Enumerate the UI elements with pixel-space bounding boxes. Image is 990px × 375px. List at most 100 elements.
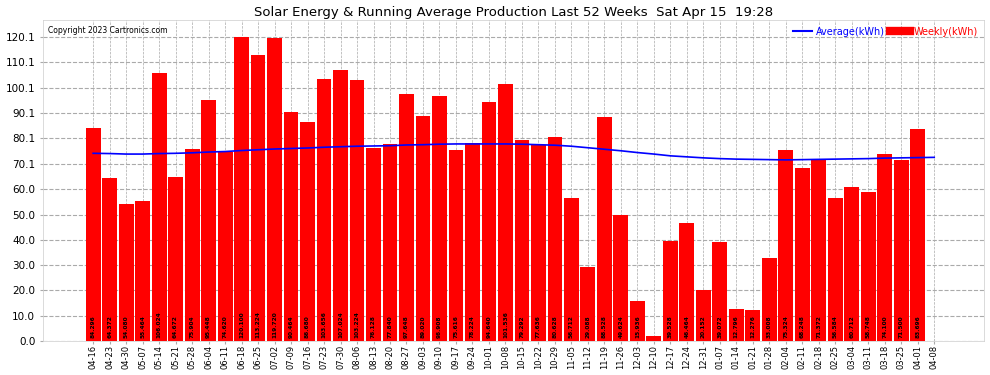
Bar <box>481 102 496 341</box>
Bar <box>349 80 364 341</box>
Bar <box>498 84 513 341</box>
Text: 103.224: 103.224 <box>354 312 359 339</box>
Bar <box>762 258 777 341</box>
Bar <box>696 290 711 341</box>
Text: 68.248: 68.248 <box>800 316 805 339</box>
Text: 71.372: 71.372 <box>817 316 822 339</box>
Text: 94.640: 94.640 <box>486 316 491 339</box>
Bar <box>547 137 562 341</box>
Bar <box>218 152 233 341</box>
Bar <box>151 73 166 341</box>
Bar <box>168 177 183 341</box>
Bar <box>432 96 446 341</box>
Text: 95.448: 95.448 <box>206 316 211 339</box>
Bar <box>102 178 117 341</box>
Text: 20.152: 20.152 <box>701 316 706 339</box>
Bar <box>317 79 332 341</box>
Text: 64.372: 64.372 <box>107 316 112 339</box>
Text: 55.464: 55.464 <box>141 316 146 339</box>
Text: 29.088: 29.088 <box>585 316 590 339</box>
Text: 89.020: 89.020 <box>421 316 426 339</box>
Text: 76.128: 76.128 <box>371 316 376 339</box>
Text: 79.292: 79.292 <box>520 316 525 339</box>
Text: 49.624: 49.624 <box>619 316 624 339</box>
Bar <box>713 242 728 341</box>
Text: 56.584: 56.584 <box>833 316 838 339</box>
Text: 80.628: 80.628 <box>552 316 557 339</box>
Bar <box>894 160 909 341</box>
Bar <box>745 310 760 341</box>
Bar <box>416 116 431 341</box>
Bar <box>382 144 397 341</box>
Text: 58.748: 58.748 <box>866 316 871 339</box>
Text: 101.536: 101.536 <box>503 312 508 339</box>
Text: 15.936: 15.936 <box>635 316 640 339</box>
Text: 77.636: 77.636 <box>536 316 541 339</box>
Bar <box>597 117 612 341</box>
Bar <box>465 143 480 341</box>
Text: 64.672: 64.672 <box>173 316 178 339</box>
Text: 60.712: 60.712 <box>849 316 854 339</box>
Text: 107.024: 107.024 <box>338 312 343 339</box>
Bar <box>399 94 414 341</box>
Text: 75.904: 75.904 <box>190 316 195 339</box>
Bar <box>778 150 793 341</box>
Text: 78.224: 78.224 <box>470 316 475 339</box>
Text: 86.680: 86.680 <box>305 316 310 339</box>
Bar <box>250 55 265 341</box>
Bar <box>267 38 282 341</box>
Text: 46.464: 46.464 <box>684 316 689 339</box>
Legend: Average(kWh), Weekly(kWh): Average(kWh), Weekly(kWh) <box>791 25 979 39</box>
Text: 56.712: 56.712 <box>569 316 574 339</box>
Bar <box>729 309 743 341</box>
Text: 74.620: 74.620 <box>223 316 228 339</box>
Text: 83.696: 83.696 <box>915 316 921 339</box>
Bar <box>564 198 579 341</box>
Text: 97.648: 97.648 <box>404 316 409 339</box>
Bar <box>812 160 827 341</box>
Text: 12.796: 12.796 <box>734 316 739 339</box>
Text: 39.528: 39.528 <box>668 316 673 339</box>
Bar <box>580 267 595 341</box>
Bar <box>646 336 661 341</box>
Bar <box>333 70 347 341</box>
Bar <box>448 150 463 341</box>
Text: 54.080: 54.080 <box>124 316 129 339</box>
Text: 39.072: 39.072 <box>718 316 723 339</box>
Bar <box>201 99 216 341</box>
Bar <box>515 140 530 341</box>
Text: 74.100: 74.100 <box>882 316 887 339</box>
Bar <box>235 37 249 341</box>
Bar <box>844 188 859 341</box>
Bar <box>136 201 150 341</box>
Bar <box>531 145 545 341</box>
Bar <box>284 112 298 341</box>
Text: 113.224: 113.224 <box>255 312 260 339</box>
Text: Copyright 2023 Cartronics.com: Copyright 2023 Cartronics.com <box>48 26 167 35</box>
Text: 84.296: 84.296 <box>91 316 96 339</box>
Bar <box>828 198 842 341</box>
Bar <box>366 148 381 341</box>
Bar <box>795 168 810 341</box>
Text: 120.100: 120.100 <box>239 312 245 339</box>
Text: 75.324: 75.324 <box>783 316 788 339</box>
Bar <box>630 301 644 341</box>
Text: 71.500: 71.500 <box>899 316 904 339</box>
Text: 75.616: 75.616 <box>453 316 458 339</box>
Text: 103.656: 103.656 <box>322 312 327 339</box>
Bar <box>877 153 892 341</box>
Text: 77.840: 77.840 <box>387 316 392 339</box>
Bar <box>679 224 694 341</box>
Bar <box>663 241 678 341</box>
Bar <box>300 122 315 341</box>
Text: 106.024: 106.024 <box>156 312 161 339</box>
Bar <box>911 129 926 341</box>
Bar <box>86 128 101 341</box>
Text: 90.464: 90.464 <box>288 316 294 339</box>
Bar <box>861 192 876 341</box>
Text: 33.008: 33.008 <box>767 316 772 339</box>
Text: 12.276: 12.276 <box>750 316 755 339</box>
Title: Solar Energy & Running Average Production Last 52 Weeks  Sat Apr 15  19:28: Solar Energy & Running Average Productio… <box>254 6 773 18</box>
Text: 88.528: 88.528 <box>602 316 607 339</box>
Bar <box>614 216 629 341</box>
